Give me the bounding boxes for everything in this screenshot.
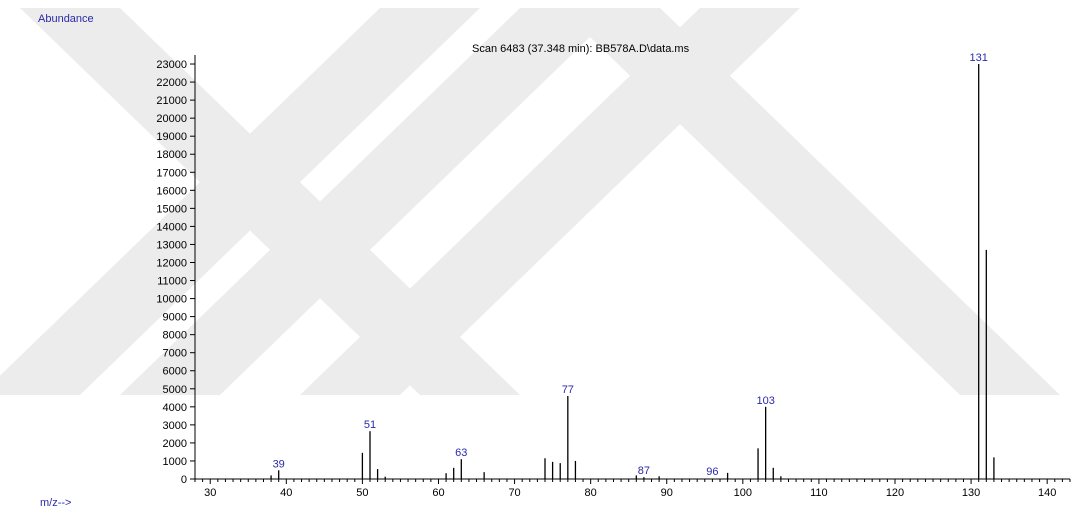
x-tick-label: 90 xyxy=(661,487,673,499)
peak-label: 63 xyxy=(455,447,467,459)
y-tick-label: 15000 xyxy=(156,203,187,215)
x-tick-label: 100 xyxy=(734,487,752,499)
y-tick-label: 4000 xyxy=(163,402,187,414)
y-axis-ticks: 0 1000 2000 3000 4000 5000 6000 7000 8000 9000 100… xyxy=(156,59,195,486)
watermark-logo xyxy=(0,8,1060,395)
y-tick-label: 16000 xyxy=(156,185,187,197)
y-tick-label: 6000 xyxy=(163,366,187,378)
y-tick-label: 21000 xyxy=(156,95,187,107)
spectrum-peaks xyxy=(270,64,995,479)
peak-label: 87 xyxy=(638,465,650,477)
y-tick-label: 19000 xyxy=(156,131,187,143)
peak-labels: 39 51 63 77 87 96 103 131 xyxy=(273,52,988,478)
y-tick-label: 1000 xyxy=(163,456,187,468)
y-tick-label: 5000 xyxy=(163,384,187,396)
y-tick-label: 8000 xyxy=(163,330,187,342)
y-axis-label: Abundance xyxy=(38,13,94,25)
y-tick-label: 3000 xyxy=(163,420,187,432)
x-tick-label: 30 xyxy=(204,487,216,499)
x-axis-label: m/z--> xyxy=(40,497,71,509)
y-tick-label: 11000 xyxy=(157,276,187,288)
y-tick-label: 23000 xyxy=(156,59,187,71)
x-tick-label: 140 xyxy=(1038,487,1056,499)
y-tick-label: 12000 xyxy=(156,257,187,269)
peak-label: 51 xyxy=(364,419,376,431)
x-tick-label: 50 xyxy=(356,487,368,499)
peak-label: 39 xyxy=(273,458,285,470)
x-tick-label: 60 xyxy=(432,487,444,499)
x-tick-label: 40 xyxy=(280,487,292,499)
y-tick-label: 9000 xyxy=(163,312,187,324)
x-tick-label: 120 xyxy=(886,487,904,499)
peak-label: 103 xyxy=(756,395,774,407)
x-tick-label: 130 xyxy=(962,487,980,499)
peak-label: 96 xyxy=(706,466,718,478)
y-tick-label: 17000 xyxy=(156,167,187,179)
y-tick-label: 2000 xyxy=(163,438,187,450)
y-tick-label: 13000 xyxy=(156,239,187,251)
y-tick-label: 10000 xyxy=(156,294,187,306)
x-tick-label: 110 xyxy=(810,487,828,499)
y-tick-label: 14000 xyxy=(156,221,187,233)
x-axis-ticks: 30 40 50 60 70 80 90 100 110 120 130 140 xyxy=(194,479,1071,499)
y-tick-label: 18000 xyxy=(156,149,187,161)
peak-label: 131 xyxy=(970,52,988,64)
y-tick-label: 0 xyxy=(181,474,187,486)
peak-label: 77 xyxy=(562,384,574,396)
y-tick-label: 20000 xyxy=(156,113,187,125)
x-tick-label: 70 xyxy=(508,487,520,499)
y-tick-label: 7000 xyxy=(163,348,187,360)
x-tick-label: 80 xyxy=(585,487,597,499)
chart-title: Scan 6483 (37.348 min): BB578A.D\data.ms xyxy=(472,43,690,55)
y-tick-label: 22000 xyxy=(156,77,187,89)
